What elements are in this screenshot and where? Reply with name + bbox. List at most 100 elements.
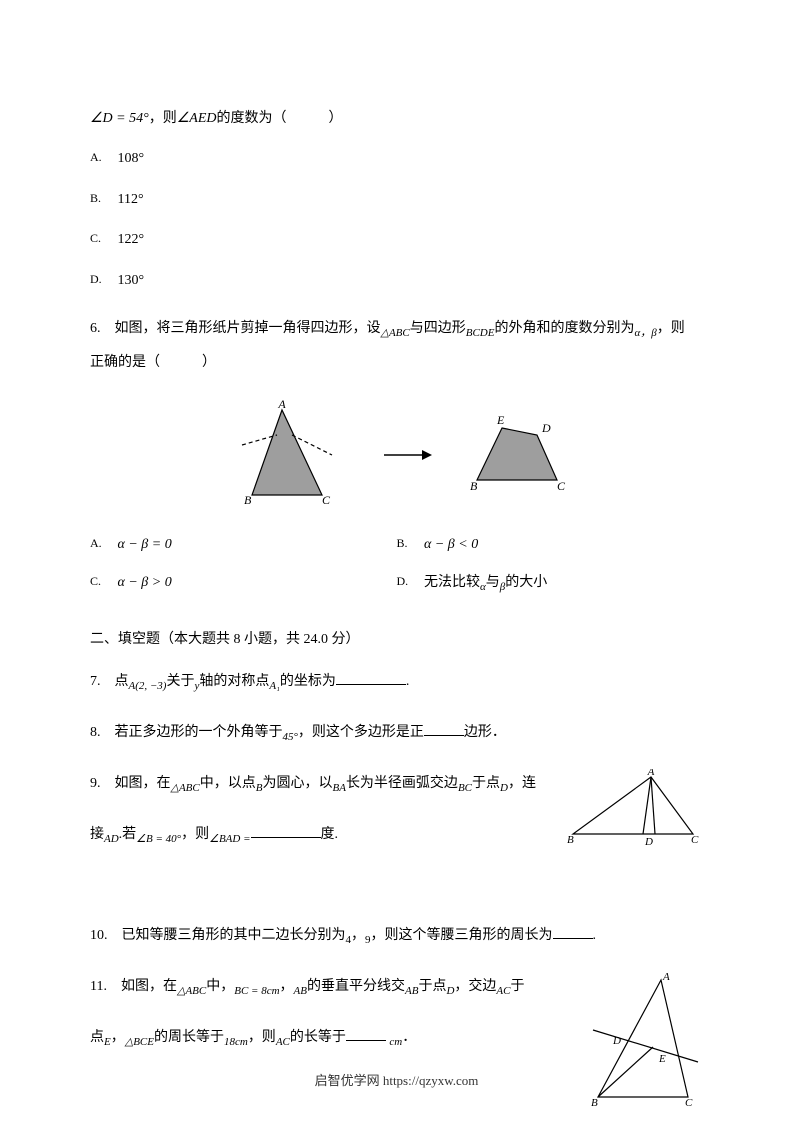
- q7-p1: 点: [115, 674, 129, 689]
- d-suffix: 的大小: [505, 575, 547, 590]
- q6-option-a: A. α − β = 0: [90, 534, 397, 556]
- d-mid: 与: [486, 575, 500, 590]
- q10-p2: ，: [351, 928, 365, 943]
- d-prefix: 无法比较: [424, 575, 480, 590]
- q9-l2p3: ，则: [181, 827, 209, 842]
- q9-seg3: AD: [104, 833, 119, 845]
- q9-p3: 为圆心，以: [262, 776, 332, 791]
- q7-p4: 的坐标为: [280, 674, 336, 689]
- q9: 9. 如图，在△ABC中，以点B为圆心，以BA长为半径画弧交边BC于点D，连 接…: [90, 769, 703, 871]
- q6-line2: 正确的是（ ）: [90, 355, 216, 370]
- blank: [553, 925, 593, 939]
- label-e: E: [658, 1053, 666, 1065]
- q11-tri: △ABC: [177, 985, 206, 997]
- option-letter: D.: [90, 270, 114, 289]
- q11-number: 11.: [90, 979, 107, 994]
- q9-l2p2: .若: [119, 827, 137, 842]
- label-b: B: [244, 493, 252, 507]
- q6-diagrams: A B C E D B C: [90, 400, 703, 510]
- blank: [424, 722, 464, 736]
- q11-p1: 如图，在: [121, 979, 177, 994]
- q7-number: 7.: [90, 674, 101, 689]
- option-content: 130°: [118, 270, 145, 292]
- q5-option-b: B. 112°: [90, 189, 703, 211]
- q9-p1: 如图，在: [115, 776, 171, 791]
- q7-point2: A₁: [269, 680, 280, 692]
- label-a: A: [662, 972, 670, 983]
- option-content: α − β < 0: [424, 534, 478, 556]
- q10-number: 10.: [90, 928, 108, 943]
- q6-p2: 与四边形: [410, 321, 466, 336]
- q9-p4: 长为半径画弧交边: [346, 776, 458, 791]
- q6-number: 6.: [90, 321, 101, 336]
- q9-seg1: BA: [332, 782, 345, 794]
- label-a: A: [277, 400, 286, 411]
- label-c: C: [322, 493, 331, 507]
- label-b: B: [567, 834, 574, 846]
- q9-text: 9. 如图，在△ABC中，以点B为圆心，以BA长为半径画弧交边BC于点D，连 接…: [90, 769, 543, 871]
- q9-seg2: BC: [458, 782, 472, 794]
- q6-quadrilateral-diagram: E D B C: [462, 410, 572, 500]
- blank: [346, 1027, 386, 1041]
- option-letter: C.: [90, 572, 114, 591]
- q11-l2p4: ，则: [248, 1030, 276, 1045]
- q5-suffix: 的度数为（ ）: [216, 111, 342, 126]
- q9-p5: 于点: [472, 776, 500, 791]
- q11-p5: 于点: [418, 979, 446, 994]
- q10-p3: ，则这个等腰三角形的周长为: [371, 928, 553, 943]
- q10: 10. 已知等腰三角形的其中二边长分别为4，9，则这个等腰三角形的周长为.: [90, 921, 703, 952]
- arrow-icon: [382, 445, 432, 465]
- q11-p3: ，: [280, 979, 294, 994]
- q11-p7: 于: [510, 979, 524, 994]
- q11-seg1: BC = 8cm: [234, 985, 279, 997]
- q7: 7. 点A(2, −3)关于y轴的对称点A₁的坐标为.: [90, 667, 703, 698]
- q11-pt2: E: [104, 1036, 111, 1048]
- q9-ang2: ∠BAD =: [209, 833, 250, 845]
- q9-l2p4: 度.: [321, 827, 339, 842]
- q9-line2: 接AD.若∠B = 40°，则∠BAD =度.: [90, 820, 543, 851]
- q6-p1: 如图，将三角形纸片剪掉一角得四边形，设: [115, 321, 381, 336]
- q11-unit: cm: [389, 1036, 402, 1048]
- label-c: C: [685, 1097, 693, 1109]
- q11-seg3: AB: [405, 985, 418, 997]
- option-letter: D.: [397, 572, 421, 591]
- q5-angle-aed: ∠AED: [177, 111, 217, 126]
- label-e: E: [496, 413, 505, 427]
- label-d: D: [644, 836, 653, 848]
- label-d: D: [612, 1035, 621, 1047]
- q9-p6: ，连: [508, 776, 536, 791]
- label-b: B: [470, 479, 478, 493]
- q8-p1: 若正多边形的一个外角等于: [115, 725, 283, 740]
- q7-p3: 轴的对称点: [199, 674, 269, 689]
- q5-options: A. 108° B. 112° C. 122° D. 130°: [90, 148, 703, 292]
- option-letter: B.: [90, 189, 114, 208]
- q11-p4: 的垂直平分线交: [307, 979, 405, 994]
- page-footer: 启智优学网 https://qzyxw.com: [0, 1071, 793, 1092]
- q6-stem: 6. 如图，将三角形纸片剪掉一角得四边形，设△ABC与四边形BCDE的外角和的度…: [90, 312, 703, 380]
- q11-l2p2: ，: [111, 1030, 125, 1045]
- q5-option-a: A. 108°: [90, 148, 703, 170]
- q10-p1: 已知等腰三角形的其中二边长分别为: [122, 928, 346, 943]
- q8-angle: 45°: [283, 731, 298, 743]
- q11-l2p5: 的长等于: [290, 1030, 346, 1045]
- option-content: 112°: [118, 189, 144, 211]
- label-b: B: [591, 1097, 598, 1109]
- section2-header: 二、填空题（本大题共 8 小题，共 24.0 分）: [90, 629, 703, 651]
- q11-line2: 点E，△BCE的周长等于18cm，则AC的长等于 cm．: [90, 1023, 563, 1054]
- q8-number: 8.: [90, 725, 101, 740]
- q6-tri: △ABC: [381, 327, 410, 339]
- q11-l2p3: 的周长等于: [154, 1030, 224, 1045]
- q9-l2p1: 接: [90, 827, 104, 842]
- q6-p3: 的外角和的度数分别为: [494, 321, 634, 336]
- label-c: C: [691, 834, 699, 846]
- q7-point: A(2, −3): [129, 680, 167, 692]
- option-letter: A.: [90, 534, 114, 553]
- label-a: A: [647, 769, 655, 778]
- q11-p6: ，交边: [454, 979, 496, 994]
- q11-l2p6: ．: [402, 1030, 416, 1045]
- option-content: 108°: [118, 148, 145, 170]
- option-content: α − β > 0: [118, 572, 172, 594]
- q6-option-d: D. 无法比较α与β的大小: [397, 572, 704, 596]
- q11-tri2: △BCE: [125, 1036, 154, 1048]
- q5-mid: ，则: [149, 111, 177, 126]
